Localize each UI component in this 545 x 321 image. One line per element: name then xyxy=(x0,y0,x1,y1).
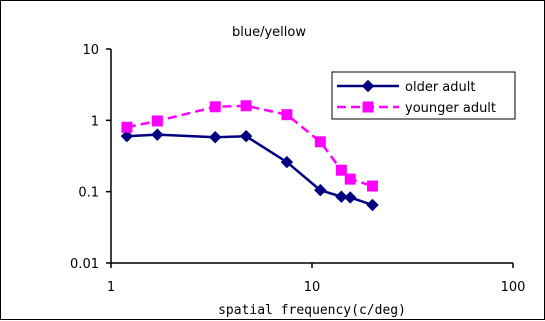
legend-item: older adult xyxy=(337,79,475,95)
legend-item: younger adult xyxy=(337,101,496,116)
x-axis-label: spatial frequency(c/deg) xyxy=(218,303,406,318)
series-younger-adult xyxy=(121,100,379,192)
data-point xyxy=(151,128,164,141)
y-tick-label: 1 xyxy=(91,114,99,129)
data-point xyxy=(209,101,221,113)
data-point xyxy=(240,100,252,112)
x-tick-label: 100 xyxy=(501,280,526,295)
legend: older adult younger adult xyxy=(331,71,516,120)
data-point xyxy=(335,164,347,176)
data-point xyxy=(366,198,379,212)
series-line xyxy=(126,104,373,188)
data-point xyxy=(280,155,294,169)
series-line xyxy=(126,133,373,207)
series-older-adult xyxy=(120,128,379,212)
legend-label: younger adult xyxy=(405,101,496,116)
data-point xyxy=(281,109,293,121)
data-point xyxy=(120,129,134,143)
x-tick-label: 10 xyxy=(304,280,321,295)
y-tick-label: 0.1 xyxy=(78,186,99,201)
data-point xyxy=(362,101,374,113)
y-tick-label: 10 xyxy=(82,43,99,58)
data-point xyxy=(209,131,222,144)
data-point xyxy=(361,79,375,93)
data-point xyxy=(367,180,379,192)
data-point xyxy=(314,183,327,197)
chart-title: blue/yellow xyxy=(232,25,306,40)
y-tick-label: 0.01 xyxy=(70,257,99,272)
data-point xyxy=(335,190,348,203)
data-point xyxy=(239,129,253,143)
data-point xyxy=(314,136,326,148)
x-tick-label: 1 xyxy=(107,280,115,295)
axes: 0.01 0.1 1 10 1 10 100 xyxy=(70,43,525,295)
data-point xyxy=(151,115,163,127)
data-point xyxy=(121,121,133,133)
data-point xyxy=(344,173,356,185)
legend-label: older adult xyxy=(405,80,475,95)
series-group xyxy=(120,100,379,212)
data-point xyxy=(344,191,357,204)
